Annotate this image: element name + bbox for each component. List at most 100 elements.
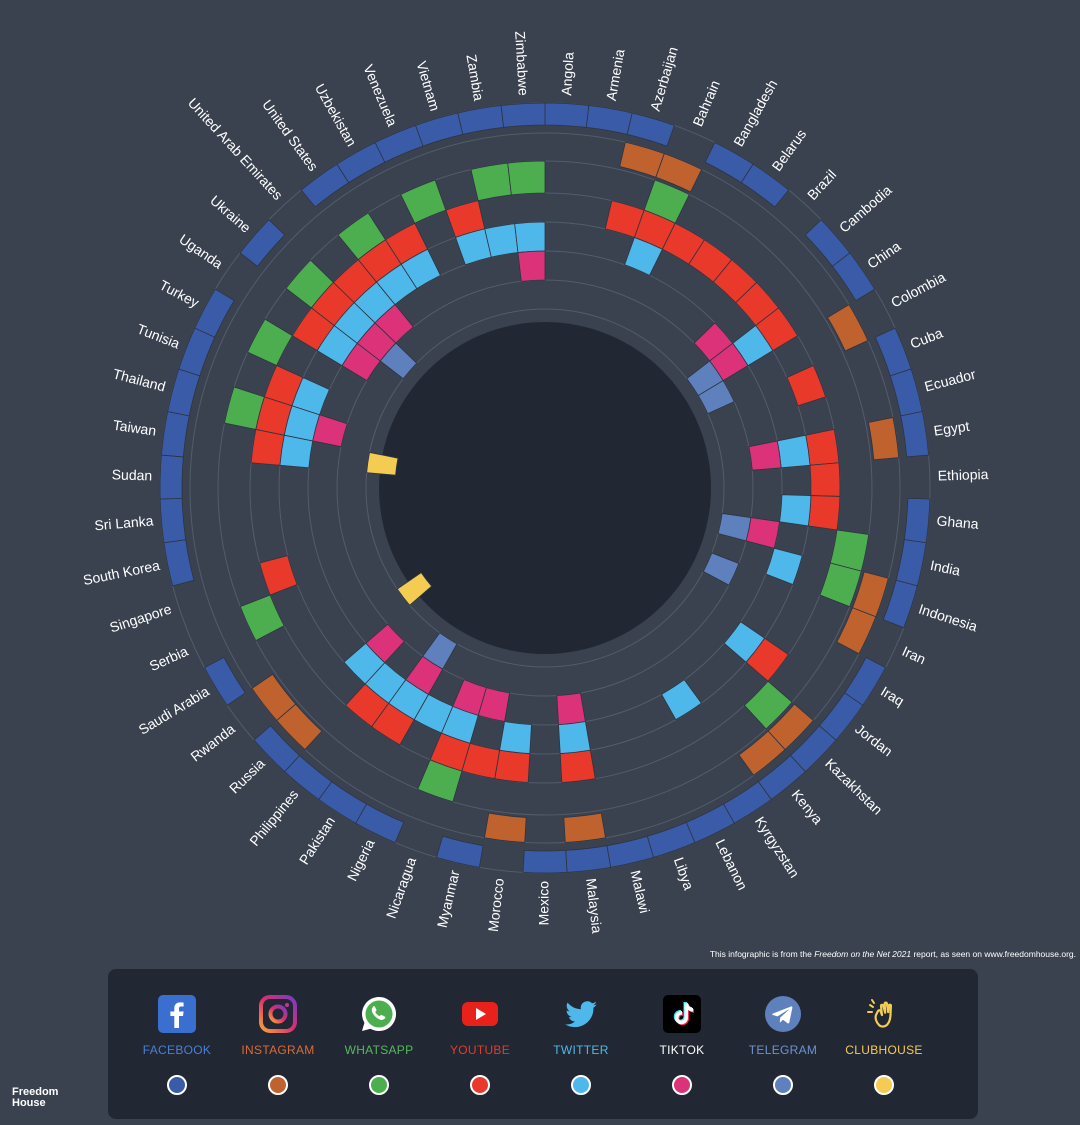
legend-label-clubhouse: CLUBHOUSE <box>845 1043 923 1057</box>
country-label-nigeria: Nigeria <box>344 836 378 883</box>
segment-cuba-facebook <box>874 327 912 377</box>
segment-sudan-facebook <box>159 454 184 500</box>
segment-india-telegram <box>717 513 752 542</box>
segment-rwanda-clubhouse <box>396 572 433 606</box>
legend-label-whatsapp: WHATSAPP <box>344 1043 414 1057</box>
legend-item-instagram: INSTAGRAM <box>223 995 333 1095</box>
country-label-singapore: Singapore <box>108 601 174 636</box>
segment-indonesia-twitter <box>765 547 803 586</box>
youtube-icon <box>461 995 499 1033</box>
country-label-nicaragua: Nicaragua <box>383 855 420 921</box>
segment-zimbabwe-twitter <box>514 221 546 253</box>
segment-zimbabwe-tiktok <box>517 250 546 282</box>
country-label-russia: Russia <box>226 755 268 796</box>
legend-item-telegram: TELEGRAM <box>728 995 838 1095</box>
segment-morocco-youtube <box>494 749 531 783</box>
segment-jordan-twitter <box>723 621 766 663</box>
legend-item-facebook: FACEBOOK <box>122 995 232 1095</box>
freedom-house-logo: Freedom House <box>12 1087 58 1109</box>
ring-guide-7 <box>365 308 725 668</box>
segment-ghana-facebook <box>903 497 931 544</box>
segment-serbia-whatsapp <box>239 594 285 642</box>
segment-pakistan-telegram <box>422 632 458 670</box>
country-label-colombia: Colombia <box>888 269 948 311</box>
segment-south-korea-facebook <box>163 539 195 587</box>
country-label-jordan: Jordan <box>852 721 896 760</box>
segment-zimbabwe-whatsapp <box>507 160 546 196</box>
segment-colombia-instagram <box>827 304 869 352</box>
country-label-south-korea: South Korea <box>82 557 162 588</box>
segment-venezuela-whatsapp <box>400 179 447 224</box>
country-label-malaysia: Malaysia <box>583 877 605 934</box>
whatsapp-icon <box>360 995 398 1033</box>
legend-item-youtube: YOUTUBE <box>425 995 535 1095</box>
logo-line1: Freedom <box>12 1086 59 1098</box>
segment-iran-instagram <box>836 607 877 655</box>
segment-ukraine-telegram <box>379 342 418 380</box>
segment-mexico-facebook <box>522 849 568 874</box>
segment-nicaragua-tiktok <box>452 679 487 716</box>
segment-taiwan-youtube <box>250 428 285 466</box>
segment-singapore-youtube <box>259 555 298 596</box>
segment-tunisia-facebook <box>178 327 216 377</box>
segment-united-arab-emirates-tiktok <box>374 303 414 344</box>
legend-label-telegram: TELEGRAM <box>748 1043 818 1057</box>
country-label-ghana: Ghana <box>936 512 979 532</box>
country-label-taiwan: Taiwan <box>112 417 157 439</box>
country-label-sri-lanka: Sri Lanka <box>94 512 155 533</box>
country-label-zambia: Zambia <box>463 53 487 102</box>
country-label-azerbaijan: Azerbaijan <box>647 45 681 113</box>
segment-turkey-whatsapp <box>247 318 293 366</box>
country-label-ethiopia: Ethiopia <box>938 466 989 483</box>
segment-egypt-facebook <box>900 411 930 458</box>
segment-bahrain-instagram <box>655 153 703 193</box>
segment-indonesia-facebook <box>882 579 918 629</box>
country-label-kyrgyzstan: Kyrgyzstan <box>752 814 803 881</box>
country-label-libya: Libya <box>671 855 697 892</box>
segment-angola-facebook <box>544 102 590 128</box>
segment-ecuador-facebook <box>889 368 923 417</box>
segment-malaysia-instagram <box>563 812 606 843</box>
country-label-saudi-arabia: Saudi Arabia <box>136 683 212 738</box>
segment-belarus-facebook <box>740 163 790 208</box>
country-label-rwanda: Rwanda <box>187 720 238 764</box>
segment-azerbaijan-facebook <box>626 112 675 147</box>
segment-vietnam-facebook <box>415 112 464 147</box>
legend-swatch-instagram <box>268 1075 288 1095</box>
legend-swatch-facebook <box>167 1075 187 1095</box>
segment-china-facebook <box>831 252 876 302</box>
legend-swatch-twitter <box>571 1075 591 1095</box>
country-label-belarus: Belarus <box>768 126 809 174</box>
country-label-bangladesh: Bangladesh <box>730 77 780 149</box>
segment-egypt-tiktok <box>748 440 782 471</box>
segment-uzbekistan-twitter <box>400 248 441 290</box>
country-label-egypt: Egypt <box>933 418 971 439</box>
segment-malaysia-youtube <box>559 749 596 783</box>
legend-swatch-clubhouse <box>874 1075 894 1095</box>
country-label-morocco: Morocco <box>485 877 507 932</box>
segment-saudi-arabia-facebook <box>203 656 246 706</box>
country-label-ukraine: Ukraine <box>207 192 254 236</box>
segment-kenya-instagram <box>738 730 786 776</box>
segment-malaysia-tiktok <box>556 692 586 726</box>
legend-swatch-tiktok <box>672 1075 692 1095</box>
telegram-icon <box>764 995 802 1033</box>
legend-item-clubhouse: CLUBHOUSE <box>829 995 939 1095</box>
segment-rwanda-instagram <box>251 673 297 722</box>
segment-kyrgyzstan-twitter <box>660 679 702 721</box>
tiktok-icon <box>663 995 701 1033</box>
segment-armenia-facebook <box>585 105 633 135</box>
logo-line2: House <box>12 1097 46 1109</box>
country-label-brazil: Brazil <box>804 166 839 203</box>
segment-zimbabwe-facebook <box>500 102 546 128</box>
country-label-india: India <box>929 557 962 579</box>
segment-venezuela-facebook <box>374 124 424 163</box>
country-label-iran: Iran <box>900 643 929 668</box>
source-note-prefix: This infographic is from the <box>709 949 815 959</box>
country-label-kenya: Kenya <box>789 786 827 827</box>
segment-ukraine-facebook <box>239 219 286 267</box>
segment-tunisia-twitter <box>291 376 330 416</box>
legend-swatch-whatsapp <box>369 1075 389 1095</box>
facebook-icon <box>158 995 196 1033</box>
instagram-icon <box>259 995 297 1033</box>
